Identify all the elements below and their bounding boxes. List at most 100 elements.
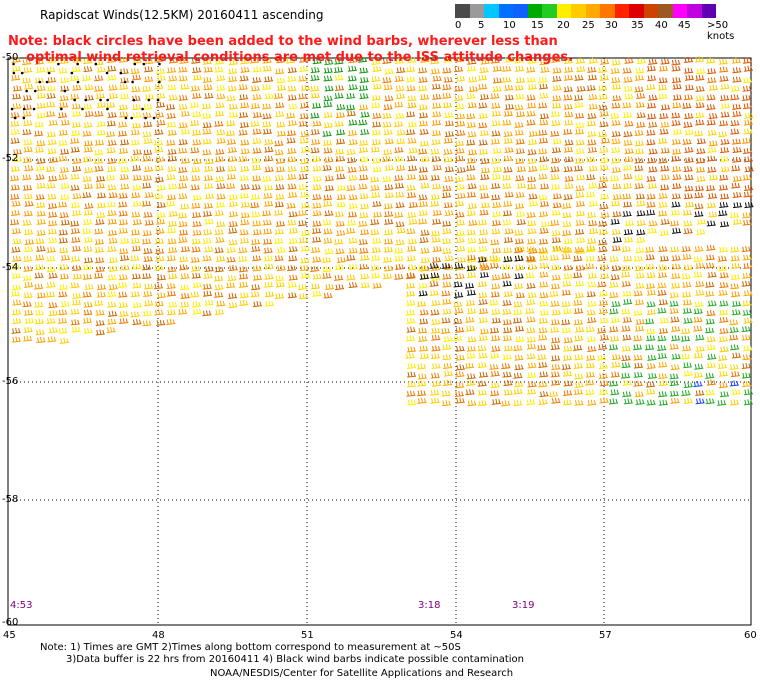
wind-barb [59,95,69,102]
wind-barb [430,397,440,404]
wind-barb [204,246,214,253]
wind-barb [549,391,559,398]
wind-barb [202,255,212,262]
wind-barb [119,147,129,154]
wind-barb [48,202,58,209]
wind-barb [12,255,22,262]
wind-barb [466,265,476,272]
wind-barb [744,184,754,192]
wind-barb [226,173,236,180]
wind-barb [153,139,164,146]
wind-barb [645,254,655,261]
wind-barb [480,167,491,174]
wind-barb [596,354,607,361]
wind-barb [732,138,742,145]
wind-barb [130,229,141,236]
wind-barb [46,255,56,262]
wind-barb [226,95,236,102]
wind-barb [274,228,284,235]
wind-barb [467,58,477,65]
wind-barb [732,191,742,198]
wind-barb [718,246,728,253]
wind-barb [178,308,188,315]
wind-barb [70,308,80,315]
wind-barb [431,119,442,126]
wind-barb [504,94,514,101]
wind-barb [478,112,488,119]
wind-barb [372,65,382,72]
wind-barb [203,272,213,280]
wind-barb [586,336,596,343]
wind-barb [180,246,191,253]
wind-barb [575,122,585,129]
wind-barb [143,290,153,298]
wind-barb [442,308,452,315]
wind-barb [491,398,501,405]
wind-barb [587,345,597,352]
wind-barb [513,400,523,407]
wind-barb [455,345,465,352]
wind-barb [466,246,476,253]
wind-barb [58,67,68,74]
wind-barb [94,59,104,66]
attitude-note: Note: black circles have been added to t… [8,34,574,65]
wind-barb [742,77,752,84]
wind-barb [190,166,201,173]
wind-barb [478,237,488,244]
wind-barb [118,274,128,281]
wind-barb [395,112,405,119]
wind-barb [741,246,751,253]
wind-barb [322,219,332,226]
wind-barb [214,120,224,127]
wind-barb [693,325,703,332]
wind-barb [58,173,68,181]
wind-barb [539,59,549,66]
wind-barb [503,130,513,137]
wind-barb [408,218,418,225]
wind-barb [681,353,691,360]
wind-barb [490,390,500,397]
wind-barb [647,182,657,189]
wind-barb [706,336,716,343]
wind-barb [228,111,238,118]
wind-barb [118,121,128,128]
wind-barb [360,111,370,118]
wind-barb [683,193,693,200]
contamination-circle [99,98,102,102]
wind-barb [588,220,598,227]
wind-barb [564,156,574,163]
wind-barb [346,184,356,192]
wind-barb [731,388,741,396]
wind-barb [70,255,81,262]
wind-barb [70,319,80,326]
wind-barb [576,237,586,244]
wind-barb [323,228,333,235]
wind-barb [718,184,729,191]
wind-barb [586,174,596,181]
wind-barb [622,210,632,217]
wind-barb [538,173,548,180]
wind-barb [166,255,176,262]
wind-barb [119,83,129,91]
wind-barb [693,256,703,263]
wind-barb [252,255,262,262]
contamination-circle [158,62,161,66]
wind-barb [489,262,499,269]
wind-barb [417,265,428,272]
wind-barb [23,139,33,146]
wind-barb [646,399,656,406]
wind-barb [743,290,753,297]
wind-barb [107,246,117,253]
wind-barb [671,193,681,200]
wind-barb [70,184,80,191]
wind-barb [599,380,609,387]
wind-barb [11,74,21,81]
wind-barb [384,184,394,191]
wind-barb [83,58,93,65]
wind-barb [503,110,513,117]
wind-barb [406,273,416,280]
wind-barb [743,156,753,163]
legend-label: >50 knots [707,20,735,42]
wind-barb [262,121,272,128]
wind-barb [670,220,680,227]
